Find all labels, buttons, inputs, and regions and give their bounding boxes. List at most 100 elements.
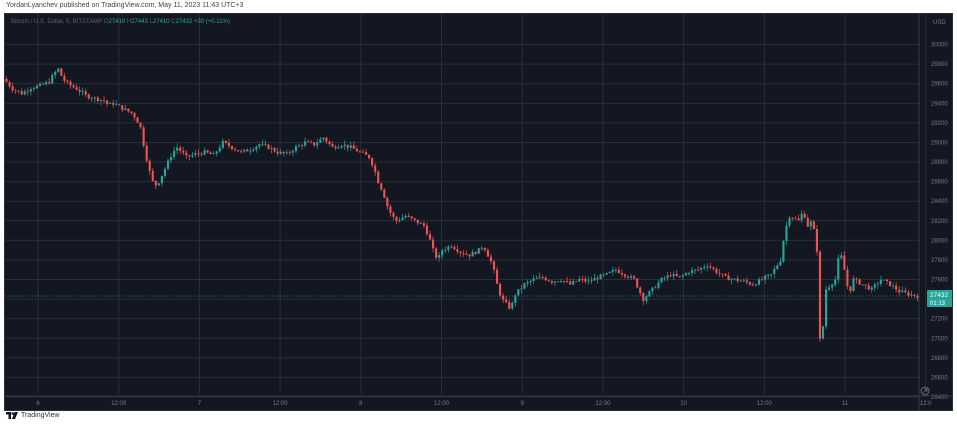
candle-body (60, 68, 63, 76)
candle-body (672, 273, 675, 277)
candlestick-chart[interactable]: 30000 29800 29600 29400 29200 29000 28800 28600… (5, 14, 953, 411)
tradingview-logo-icon (6, 412, 18, 419)
bar-countdown-label: 01:13 (930, 301, 946, 307)
candle-body (148, 160, 151, 171)
candle-body (593, 278, 596, 281)
candle-body (523, 283, 526, 289)
candle-body (724, 273, 727, 276)
candle-body (364, 152, 368, 155)
candle-body (252, 149, 255, 151)
y-tick-label: 29400 (931, 101, 948, 107)
candle-body (316, 142, 319, 146)
candle-body (200, 153, 203, 155)
candle-body (828, 287, 831, 290)
candle-body (78, 89, 81, 92)
candle-body (279, 151, 282, 154)
candle-body (66, 80, 69, 82)
candle-body (361, 151, 365, 153)
candle-body (809, 221, 812, 227)
candle-body (105, 100, 109, 104)
candle-body (651, 287, 654, 292)
candle-body (240, 151, 243, 153)
candle-body (63, 75, 66, 81)
candle-body (51, 75, 54, 84)
candle-body (526, 281, 529, 284)
candle-body (368, 154, 371, 159)
candle-body (84, 91, 87, 95)
candle-body (639, 287, 642, 293)
candle-body (916, 295, 919, 298)
candle-body (425, 225, 429, 235)
candle-body (154, 180, 157, 186)
candle-body (197, 153, 200, 155)
candle-body (54, 71, 57, 76)
candle-body (136, 117, 139, 123)
candle-body (474, 251, 477, 254)
candle-body (431, 239, 435, 249)
candle-body (532, 278, 535, 281)
candle-body (803, 213, 806, 218)
candle-body (562, 281, 566, 282)
candle-body (230, 146, 234, 149)
candle-body (538, 277, 541, 279)
scroll-to-realtime-icon[interactable] (920, 386, 930, 396)
candle-body (898, 289, 901, 293)
candle-body (483, 247, 486, 251)
candle-body (29, 89, 32, 92)
candle-body (657, 282, 660, 288)
candle-body (121, 105, 124, 110)
candle-body (450, 246, 453, 248)
close-label: C (171, 19, 176, 25)
candle-body (465, 254, 468, 255)
candle-body (276, 151, 279, 154)
candle-body (840, 255, 843, 259)
candle-body (133, 113, 136, 118)
candle-body (495, 269, 499, 284)
candle-body (648, 291, 651, 297)
candle-body (815, 229, 819, 252)
candle-body (99, 99, 103, 102)
candle-body (233, 148, 237, 150)
candle-body (346, 144, 349, 148)
scroll-arrow-icon (922, 388, 928, 394)
candle-body (294, 146, 298, 152)
candle-body (794, 218, 797, 220)
candle-body (681, 275, 684, 277)
candle-body (102, 99, 106, 101)
candle-body (630, 276, 633, 278)
candle-body (779, 261, 782, 266)
candle-body (709, 266, 712, 268)
candle-body (517, 289, 520, 296)
candle-body (547, 280, 550, 282)
candle-body (307, 141, 310, 143)
candle-body (297, 145, 301, 147)
candle-body (243, 149, 246, 152)
candle-body (285, 152, 288, 154)
candle-body (605, 272, 608, 275)
candle-body (142, 127, 145, 146)
candle-body (14, 90, 17, 92)
candle-body (166, 160, 170, 169)
x-tick-label: 12:00 (273, 401, 289, 407)
candle-body (416, 219, 419, 224)
candle-body (17, 90, 20, 92)
candle-body (797, 218, 800, 221)
candle-body (690, 270, 694, 274)
y-tick-label: 27000 (931, 336, 948, 342)
candle-body (901, 290, 904, 293)
candle-body (124, 108, 127, 110)
candle-body (514, 295, 517, 303)
candle-body (715, 268, 718, 273)
candle-body (261, 143, 264, 145)
candle-body (846, 269, 849, 287)
candle-body (770, 273, 773, 275)
chart-area[interactable]: Bitcoin / U.S. Dollar, 5, BITSTAMP O2741… (4, 13, 953, 411)
candle-body (806, 217, 809, 227)
candle-body (462, 253, 465, 255)
candle-body (118, 104, 121, 106)
candle-body (727, 275, 730, 281)
candle-body (270, 148, 273, 149)
candle-body (553, 281, 556, 283)
candle-body (112, 103, 115, 105)
y-tick-label: 27600 (931, 278, 948, 284)
